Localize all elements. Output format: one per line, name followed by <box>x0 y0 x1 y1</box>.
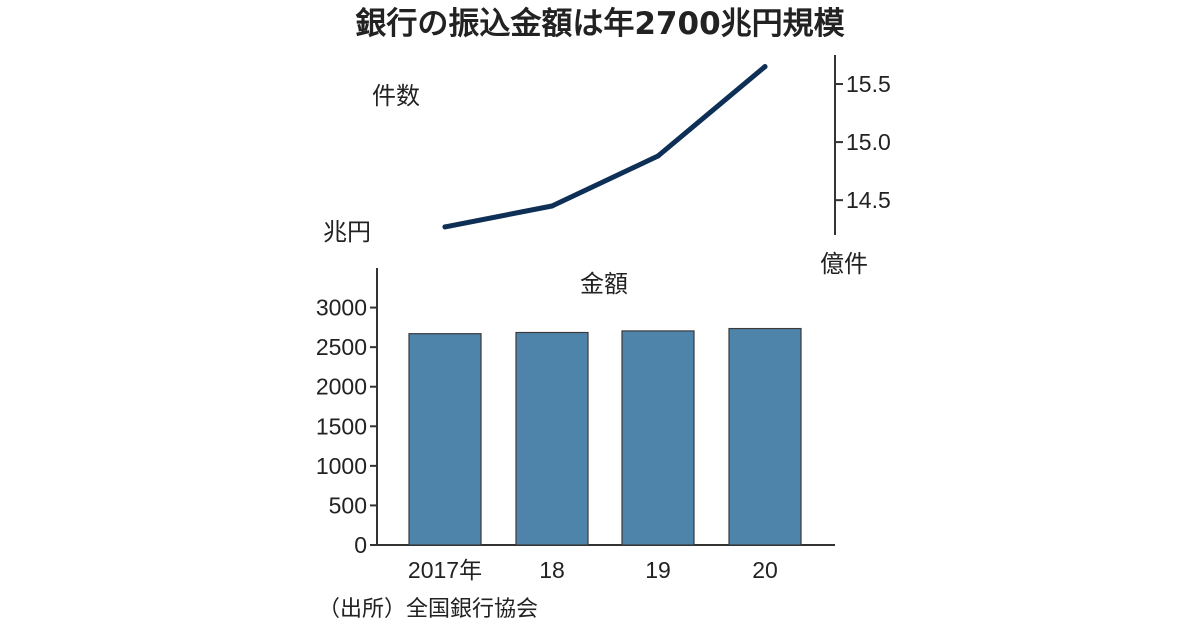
bar-ytick-label: 500 <box>329 492 367 518</box>
bar <box>728 327 802 546</box>
bar-ytick-label: 1500 <box>316 413 367 439</box>
line-point <box>549 203 555 209</box>
bar-ytick-label: 1000 <box>316 453 367 479</box>
bar <box>515 331 589 546</box>
line-point <box>442 224 448 230</box>
x-tick-label: 2017年 <box>408 557 482 583</box>
bar-series-label: 金額 <box>580 270 628 298</box>
line-point <box>655 153 661 159</box>
line-ytick-label: 15.5 <box>846 71 891 97</box>
bar-ytick-label: 2500 <box>316 334 367 360</box>
bar-unit-label: 兆円 <box>323 218 371 246</box>
bar-ytick-label: 2000 <box>316 374 367 400</box>
bar <box>408 333 482 546</box>
line-unit-label: 億件 <box>820 250 868 278</box>
line-ytick-label: 14.5 <box>846 187 891 213</box>
line-series-label: 件数 <box>372 82 420 110</box>
line-point <box>762 64 768 70</box>
bar-chart: 兆円 金額 0 500 1000 1500 2000 2500 3000 2017年 18 19… <box>316 218 835 583</box>
source-note: （出所）全国銀行協会 <box>318 597 538 622</box>
chart-title: 銀行の振込金額は年2700兆円規模 <box>355 6 844 42</box>
line-series-path <box>442 64 768 230</box>
bar <box>621 330 695 546</box>
x-tick-label: 19 <box>645 557 671 583</box>
bar-ytick-label: 3000 <box>316 295 367 321</box>
line-chart: 件数 億件 14.5 15.0 15.5 <box>372 55 891 278</box>
line-ytick-label: 15.0 <box>846 129 891 155</box>
bar-ytick-label: 0 <box>354 532 367 558</box>
x-tick-label: 20 <box>752 557 778 583</box>
x-tick-label: 18 <box>539 557 565 583</box>
